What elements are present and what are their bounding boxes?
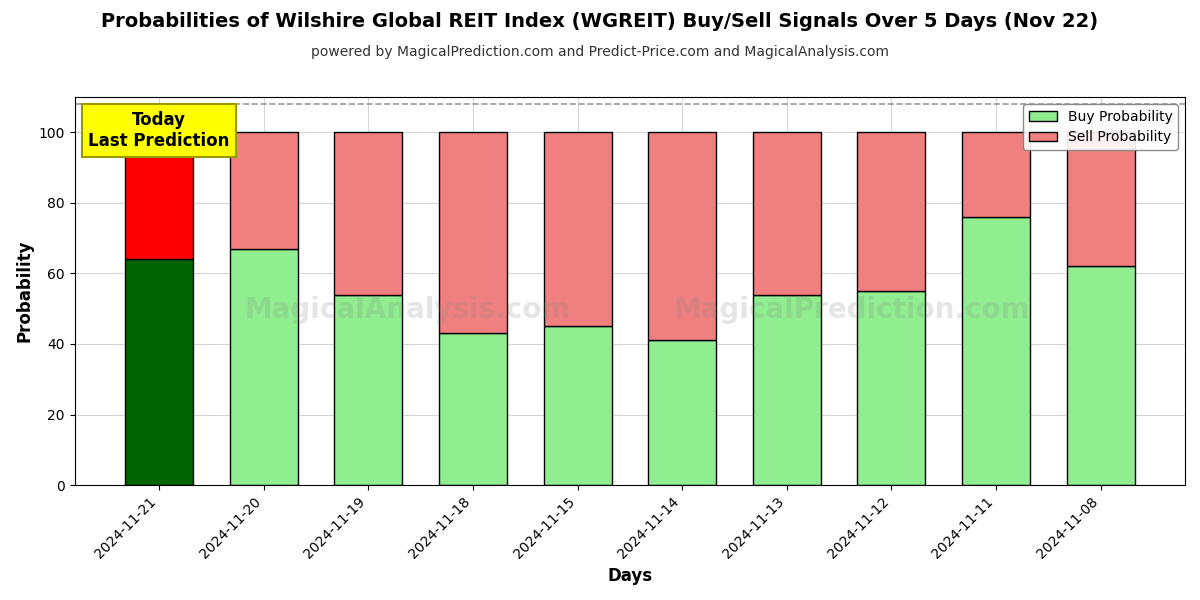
Bar	[439, 132, 506, 334]
Bar	[335, 295, 402, 485]
Bar	[752, 132, 821, 295]
Bar	[648, 340, 716, 485]
Bar	[962, 217, 1030, 485]
Bar	[857, 291, 925, 485]
Bar	[962, 132, 1030, 217]
Y-axis label: Probability: Probability	[16, 240, 34, 342]
X-axis label: Days: Days	[607, 567, 653, 585]
Bar	[544, 132, 612, 326]
Bar	[229, 249, 298, 485]
Bar	[125, 259, 193, 485]
Legend: Buy Probability, Sell Probability: Buy Probability, Sell Probability	[1024, 104, 1178, 150]
Text: Probabilities of Wilshire Global REIT Index (WGREIT) Buy/Sell Signals Over 5 Day: Probabilities of Wilshire Global REIT In…	[102, 12, 1098, 31]
Bar	[857, 132, 925, 291]
Text: powered by MagicalPrediction.com and Predict-Price.com and MagicalAnalysis.com: powered by MagicalPrediction.com and Pre…	[311, 45, 889, 59]
Bar	[335, 132, 402, 295]
Bar	[229, 132, 298, 249]
Bar	[125, 132, 193, 259]
Text: Today
Last Prediction: Today Last Prediction	[89, 111, 230, 150]
Bar	[752, 295, 821, 485]
Bar	[439, 334, 506, 485]
Text: MagicalPrediction.com: MagicalPrediction.com	[673, 296, 1030, 325]
Bar	[648, 132, 716, 340]
Bar	[1067, 266, 1134, 485]
Text: MagicalAnalysis.com: MagicalAnalysis.com	[245, 296, 571, 325]
Bar	[1067, 132, 1134, 266]
Bar	[544, 326, 612, 485]
